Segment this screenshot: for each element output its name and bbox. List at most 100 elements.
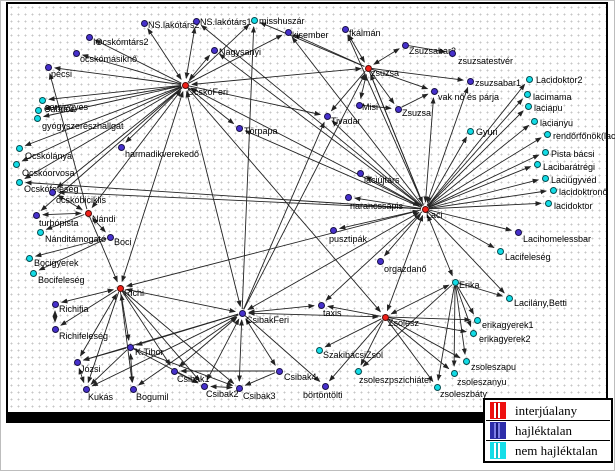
graph-node-Laci[interactable]: [421, 205, 429, 213]
graph-node-Boci[interactable]: [106, 233, 114, 241]
node-label-pusztipák: pusztipák: [329, 234, 368, 244]
node-label-Lacidoktor2: Lacidoktor2: [536, 75, 583, 85]
graph-node-Zsuzsabar2[interactable]: [401, 41, 409, 49]
graph-node-Nándi[interactable]: [84, 209, 92, 217]
node-label-sorsjegyes: sorsjegyes: [45, 102, 89, 112]
graph-node-Bocifeleség[interactable]: [29, 269, 37, 277]
graph-node-misshuszár[interactable]: [250, 16, 258, 24]
node-label-OcskóFeri: OcskóFeri: [187, 87, 229, 97]
graph-node-lacidoktronő[interactable]: [549, 186, 557, 194]
graph-node-Józsi[interactable]: [73, 358, 81, 366]
graph-node-Bocigyerek[interactable]: [25, 254, 33, 262]
graph-node-Bogumil[interactable]: [129, 385, 137, 393]
legend-row-hajlektalan: hajléktalan: [486, 421, 610, 441]
graph-node-fkálmán[interactable]: [341, 25, 349, 33]
edge-n12-n9: [348, 34, 365, 63]
graph-node-Erika[interactable]: [451, 278, 459, 286]
edge-n75-n3: [54, 66, 182, 85]
graph-node-zsuzsabar1[interactable]: [466, 77, 474, 85]
edge-n60-n68: [248, 310, 379, 320]
edge-n26-n29: [427, 214, 453, 277]
graph-node-Lacilány,Betti[interactable]: [505, 294, 513, 302]
graph-node-Richi[interactable]: [116, 284, 124, 292]
graph-node-Richifeleség[interactable]: [51, 325, 59, 333]
graph-node-Richifia[interactable]: [51, 300, 59, 308]
graph-node-Laciügyvéd[interactable]: [541, 174, 549, 182]
graph-node-taxis[interactable]: [317, 301, 325, 309]
node-label-Boci: Boci: [114, 237, 132, 247]
graph-node-zsuzsa[interactable]: [364, 64, 372, 72]
graph-node-Lacidoktor2[interactable]: [525, 75, 533, 83]
legend-label-nem-hajlektalan: nem hajléktalan: [515, 442, 598, 458]
graph-node-Ocskólánya[interactable]: [15, 144, 23, 152]
graph-node-NS.lakótárs2[interactable]: [140, 19, 148, 27]
edge-n50-n51: [34, 237, 107, 258]
graph-node-Zsuzsa[interactable]: [394, 105, 402, 113]
graph-node-pusztipák[interactable]: [329, 226, 337, 234]
graph-node-ocskómásiknő[interactable]: [72, 49, 80, 57]
graph-node-IOcskómtárs2[interactable]: [85, 33, 93, 41]
graph-node-Tivadar[interactable]: [323, 112, 331, 120]
graph-node-Lacibarátrégi[interactable]: [533, 160, 541, 168]
graph-node-Kukás[interactable]: [82, 385, 90, 393]
graph-node-Törpapa[interactable]: [235, 124, 243, 132]
graph-node-harmadikverekedő[interactable]: [117, 143, 125, 151]
graph-node-börtöntölti[interactable]: [321, 382, 329, 390]
edge-n68-n73: [388, 316, 471, 323]
graph-node-zsoleszapu[interactable]: [462, 357, 470, 365]
graph-node-zsoleszanyu[interactable]: [450, 369, 458, 377]
graph-node-K.Tibor[interactable]: [126, 343, 134, 351]
graph-node-orgazdanő[interactable]: [376, 257, 384, 265]
graph-node-erikagyerek1[interactable]: [473, 316, 481, 324]
graph-node-Csibak3[interactable]: [235, 384, 243, 392]
node-label-zsuzsa: zsuzsa: [371, 68, 400, 78]
graph-node-Zsolesz[interactable]: [381, 313, 389, 321]
graph-node-OcskóFeri[interactable]: [181, 81, 189, 89]
graph-node-laciapu[interactable]: [524, 102, 532, 110]
edge-n12-n10: [373, 48, 400, 65]
edge-n68-n67: [329, 319, 383, 382]
edge-n10-n11: [408, 45, 446, 54]
graph-node-zsoleszbáty[interactable]: [433, 383, 441, 391]
node-label-vak nő és párja: vak nő és párja: [438, 92, 500, 102]
graph-node-Cabriós[interactable]: [34, 106, 42, 114]
graph-node-NS.lakótárs1[interactable]: [192, 17, 200, 25]
graph-node-erikagyerek2[interactable]: [469, 329, 477, 337]
edge-n68-n62: [324, 318, 382, 348]
graph-node-Nánditámogató[interactable]: [36, 228, 44, 236]
graph-node-Lacifeleség[interactable]: [496, 247, 504, 255]
graph-node-rendőrfőnök(laci[interactable]: [543, 130, 551, 138]
node-label-Laciügyvéd: Laciügyvéd: [551, 175, 597, 185]
graph-node-Csibak2[interactable]: [200, 382, 208, 390]
edge-n26-n37: [354, 196, 422, 209]
graph-node-ocskóbiciklis[interactable]: [48, 188, 56, 196]
edge-n48-n50: [92, 217, 106, 233]
graph-node-Nagysanyi[interactable]: [210, 46, 218, 54]
graph-node-lacidoktor[interactable]: [544, 199, 552, 207]
graph-node-lacimama[interactable]: [523, 90, 531, 98]
graph-node-lacianyu[interactable]: [530, 117, 538, 125]
graph-node-CsibakFeri[interactable]: [238, 309, 246, 317]
graph-node-narancssapis[interactable]: [344, 193, 352, 201]
graph-node-laciújtárs[interactable]: [356, 169, 364, 177]
graph-node-Csibak1[interactable]: [170, 367, 178, 375]
graph-node-zsoleszpszichiáter[interactable]: [354, 367, 362, 375]
graph-node-SzakibácsiZsol[interactable]: [315, 346, 323, 354]
graph-node-gyógyszerészhallgat[interactable]: [33, 114, 41, 122]
graph-node-turbópista[interactable]: [32, 211, 40, 219]
graph-node-Lacihomelessbar[interactable]: [514, 228, 522, 236]
graph-node-Ocskóorvosa[interactable]: [12, 160, 20, 168]
legend-swatch-hajlektalan-icon: [490, 422, 506, 439]
graph-node-Misi[interactable]: [355, 101, 363, 109]
graph-node-kisember[interactable]: [284, 28, 292, 36]
graph-node-Csibak4[interactable]: [275, 367, 283, 375]
graph-node-vak nő és párja[interactable]: [430, 87, 438, 95]
graph-node-zsuzsatestvér[interactable]: [448, 49, 456, 57]
graph-node-pécsi[interactable]: [44, 63, 52, 71]
edge-n60-n65: [237, 319, 244, 382]
graph-node-sorsjegyes[interactable]: [38, 96, 46, 104]
edge-n53-n60: [126, 288, 236, 313]
graph-node-Pista bácsi[interactable]: [541, 148, 549, 156]
graph-node-Ocskófeleség[interactable]: [15, 178, 23, 186]
graph-node-Gyuri[interactable]: [466, 127, 474, 135]
